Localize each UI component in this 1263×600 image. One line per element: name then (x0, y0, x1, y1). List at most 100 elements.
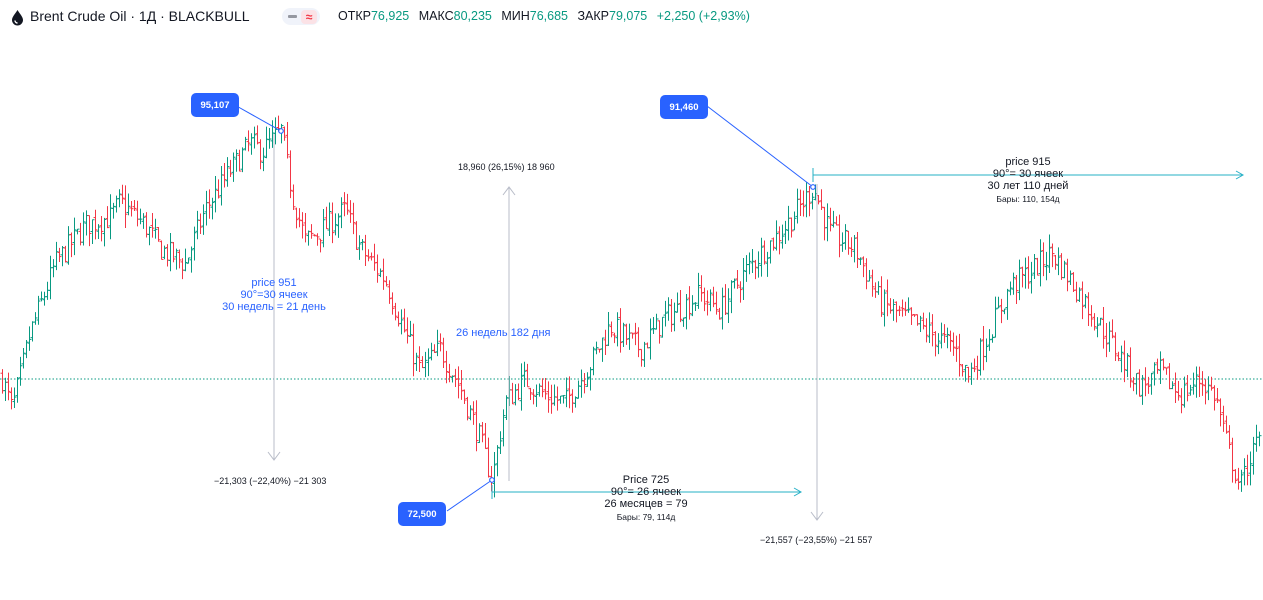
ohlc-bar (351, 202, 356, 235)
price-callout-1[interactable]: 95,107 (191, 93, 239, 117)
price-callout-2[interactable]: 91,460 (660, 95, 708, 119)
ohlc-bar (384, 276, 389, 287)
ohlc-bar (747, 252, 752, 275)
ohlc-bar (1218, 398, 1223, 427)
ohlc-bar (402, 308, 407, 333)
ohlc-bar (1155, 358, 1160, 374)
ohlc-bar (207, 189, 212, 219)
ohlc-bar (267, 128, 272, 149)
ohlc-bar (252, 126, 257, 149)
ohlc-bar (525, 363, 530, 388)
ohlc-bar (597, 348, 602, 353)
ohlc-bar (132, 199, 137, 211)
ohlc-bar (762, 240, 767, 265)
callout-1-leader (232, 103, 282, 132)
ohlc-bar (1245, 454, 1250, 486)
ohlc-bar (96, 224, 101, 240)
ohlc-bar (54, 241, 59, 271)
ohlc-bar (438, 333, 443, 352)
ohlc-bar (1104, 323, 1109, 358)
ohlc-bar (993, 296, 998, 338)
ohlc-bar (753, 259, 758, 280)
ohlc-bar (93, 209, 98, 240)
ohlc-bar (297, 208, 302, 228)
ohlc-bar (609, 321, 614, 338)
ohlc-bar (678, 289, 683, 323)
ohlc-bar (162, 245, 167, 260)
ohlc-bar (783, 220, 788, 245)
ohlc-bar (978, 338, 983, 376)
ohlc-bar (117, 189, 122, 208)
ohlc-bar (552, 384, 557, 406)
ohlc-bar (219, 166, 224, 206)
ohlc-bar (72, 217, 77, 256)
ohlc-bar (819, 189, 824, 211)
gann-1-line-3: 30 недель = 21 день (222, 301, 326, 313)
drawings (232, 103, 1245, 521)
ohlc-bar (540, 378, 545, 398)
ohlc-bar (705, 290, 710, 316)
ohlc-bar (18, 356, 23, 386)
ohlc-bar (1227, 425, 1232, 449)
ohlc-bar (831, 210, 836, 228)
ohlc-bar (882, 289, 887, 327)
ohlc-bar (1236, 467, 1241, 490)
ohlc-bar (225, 157, 230, 187)
ohlc-bar (654, 313, 659, 330)
ohlc-bar (429, 342, 434, 361)
ohlc-bar (1050, 243, 1055, 268)
ohlc-bar (717, 307, 722, 320)
ohlc-bar (75, 228, 80, 235)
ohlc-bar (180, 258, 185, 280)
ohlc-bar (138, 208, 143, 225)
ohlc-bar (768, 240, 773, 264)
ohlc-bar (585, 372, 590, 387)
ohlc-bar (1176, 380, 1181, 401)
ohlc-bar (108, 194, 113, 240)
ohlc-bar (426, 348, 431, 377)
ohlc-bar (591, 346, 596, 376)
ohlc-bar (1098, 317, 1103, 326)
ohlc-bar (102, 217, 107, 247)
ohlc-bar (1191, 372, 1196, 395)
ohlc-bar (246, 130, 251, 152)
price-chart[interactable] (0, 34, 1263, 600)
ohlc-bar (48, 255, 53, 300)
chart-legend-header: Brent Crude Oil · 1Д · BLACKBULL ≈ ОТКР7… (0, 0, 1263, 34)
ohlc-bar (906, 297, 911, 313)
ohlc-bar (1257, 431, 1262, 447)
ohlc-bar (960, 364, 965, 377)
ohlc-bar (534, 384, 539, 407)
ohlc-bar (90, 219, 95, 245)
symbol-title[interactable]: Brent Crude Oil · 1Д · BLACKBULL (30, 8, 250, 24)
indicator-pill[interactable]: ≈ (282, 8, 320, 25)
ohlc-bar (504, 395, 509, 420)
ohlc-bar (1071, 272, 1076, 292)
ohlc-bar (837, 214, 842, 258)
gann-label-3: Price 725 90°= 26 ячеек 26 месяцев = 79 … (591, 474, 701, 523)
callout-3-leader (446, 479, 493, 512)
ohlc-bar (474, 400, 479, 452)
ohlc-bar (375, 254, 380, 283)
ohlc-bar (975, 355, 980, 380)
ohlc-bar (147, 226, 152, 246)
price-callout-3[interactable]: 72,500 (398, 502, 446, 526)
ohlc-bar (174, 248, 179, 270)
ohlc-bar (1188, 384, 1193, 396)
ohlc-bar (735, 269, 740, 289)
ohlc-bar (171, 241, 176, 263)
ohlc-bar (1140, 375, 1145, 405)
ohlc-bar (687, 286, 692, 320)
ohlc-bar (570, 389, 575, 413)
ohlc-bar (858, 257, 863, 265)
ohlc-bar (1224, 415, 1229, 434)
ohlc-bar (99, 216, 104, 242)
ohlc-bar (1029, 261, 1034, 294)
ohlc-bar (771, 237, 776, 251)
ohlc-bar (573, 396, 578, 408)
ohlc-bar (1158, 351, 1163, 385)
ohlc-bar (345, 193, 350, 215)
ohlc-bar (657, 320, 662, 344)
ohlc-bar (36, 295, 41, 325)
ohlc-bar (1101, 306, 1106, 349)
